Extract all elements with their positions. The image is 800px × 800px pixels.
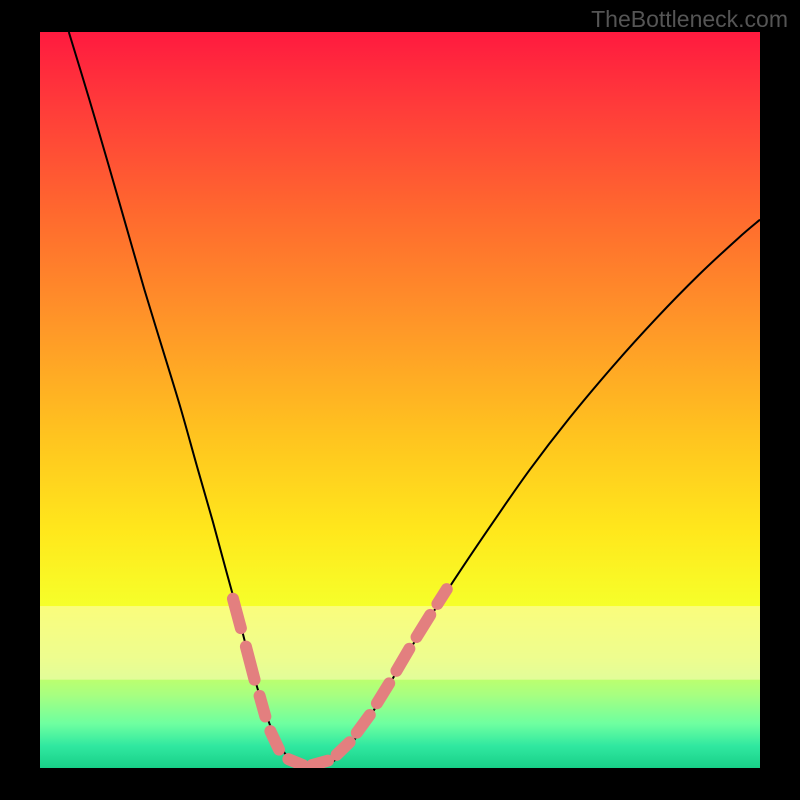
highlight-dash [437,589,446,604]
watermark-text: TheBottleneck.com [591,6,788,33]
highlight-dash [270,731,279,749]
highlight-dash [260,696,266,717]
bottleneck-chart [0,0,800,800]
chart-container: TheBottleneck.com [0,0,800,800]
highlight-dash [233,599,241,628]
highlight-dash [246,647,255,680]
highlight-dash [288,759,302,765]
highlight-dash [312,761,328,765]
